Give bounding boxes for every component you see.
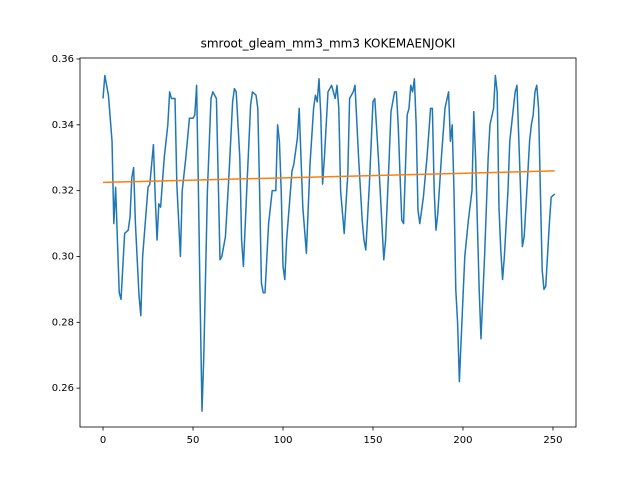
y-tick-label: 0.36: [52, 54, 74, 65]
plot-frame: [79, 57, 577, 428]
data-line: [103, 170, 555, 184]
y-tick-label: 0.32: [52, 186, 74, 197]
x-tick-label: 200: [453, 435, 472, 446]
y-tick-label: 0.28: [52, 317, 74, 328]
data-line: [102, 74, 556, 412]
x-tick-label: 150: [363, 435, 382, 446]
x-tick-label: 100: [273, 435, 292, 446]
x-tick-label: 250: [543, 435, 562, 446]
y-tick-label: 0.34: [52, 120, 74, 131]
x-tick-label: 0: [100, 435, 106, 446]
x-tick-label: 50: [187, 435, 200, 446]
chart-title: smroot_gleam_mm3_mm3 KOKEMAENJOKI: [201, 37, 456, 51]
y-tick-label: 0.26: [52, 383, 74, 394]
y-tick-label: 0.30: [52, 251, 74, 262]
